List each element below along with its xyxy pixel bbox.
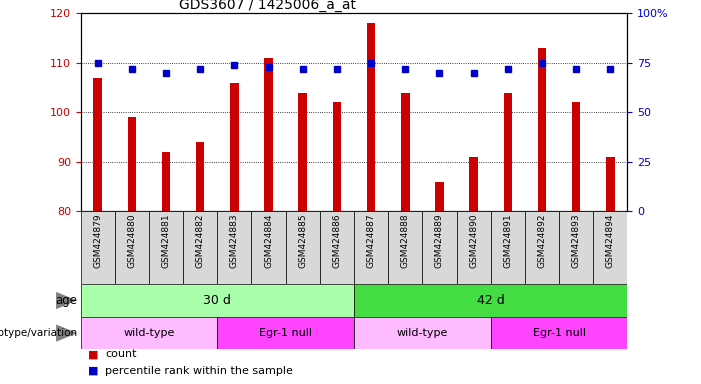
Bar <box>538 48 546 211</box>
Bar <box>217 317 354 349</box>
Text: GDS3607 / 1425006_a_at: GDS3607 / 1425006_a_at <box>179 0 356 12</box>
Bar <box>183 211 217 284</box>
Bar <box>401 93 409 211</box>
Bar <box>299 93 307 211</box>
Bar <box>456 211 491 284</box>
Bar <box>162 152 170 211</box>
Text: GSM424883: GSM424883 <box>230 214 239 268</box>
Text: GSM424890: GSM424890 <box>469 214 478 268</box>
Bar <box>128 117 136 211</box>
Bar <box>388 211 422 284</box>
Text: GSM424886: GSM424886 <box>332 214 341 268</box>
Text: GSM424880: GSM424880 <box>128 214 137 268</box>
Bar <box>81 284 354 317</box>
Bar <box>606 157 615 211</box>
Bar <box>217 211 252 284</box>
Polygon shape <box>56 292 77 309</box>
Text: age: age <box>55 294 77 307</box>
Text: count: count <box>105 349 137 359</box>
Text: GSM424887: GSM424887 <box>367 214 376 268</box>
Bar <box>230 83 238 211</box>
Bar <box>320 211 354 284</box>
Text: 42 d: 42 d <box>477 294 505 307</box>
Text: Egr-1 null: Egr-1 null <box>259 328 312 338</box>
Text: genotype/variation: genotype/variation <box>0 328 77 338</box>
Text: wild-type: wild-type <box>397 328 448 338</box>
Text: GSM424894: GSM424894 <box>606 214 615 268</box>
Text: GSM424881: GSM424881 <box>161 214 170 268</box>
Polygon shape <box>56 324 77 342</box>
Bar <box>81 317 217 349</box>
Bar <box>470 157 478 211</box>
Bar <box>333 103 341 211</box>
Text: GSM424891: GSM424891 <box>503 214 512 268</box>
Bar <box>115 211 149 284</box>
Text: 30 d: 30 d <box>203 294 231 307</box>
Bar <box>354 211 388 284</box>
Bar <box>559 211 593 284</box>
Text: ■: ■ <box>88 366 98 376</box>
Text: GSM424888: GSM424888 <box>401 214 410 268</box>
Bar <box>491 317 627 349</box>
Bar <box>354 284 627 317</box>
Bar <box>593 211 627 284</box>
Text: percentile rank within the sample: percentile rank within the sample <box>105 366 293 376</box>
Bar <box>81 211 115 284</box>
Text: GSM424892: GSM424892 <box>538 214 547 268</box>
Bar <box>93 78 102 211</box>
Bar <box>264 58 273 211</box>
Bar <box>196 142 205 211</box>
Bar <box>286 211 320 284</box>
Text: Egr-1 null: Egr-1 null <box>533 328 585 338</box>
Text: GSM424884: GSM424884 <box>264 214 273 268</box>
Bar <box>422 211 456 284</box>
Text: GSM424885: GSM424885 <box>298 214 307 268</box>
Bar <box>367 23 375 211</box>
Bar <box>435 182 444 211</box>
Text: GSM424882: GSM424882 <box>196 214 205 268</box>
Bar <box>252 211 286 284</box>
Bar <box>572 103 580 211</box>
Bar <box>491 211 525 284</box>
Bar <box>525 211 559 284</box>
Text: wild-type: wild-type <box>123 328 175 338</box>
Text: ■: ■ <box>88 349 98 359</box>
Bar <box>354 317 491 349</box>
Bar <box>503 93 512 211</box>
Bar <box>149 211 183 284</box>
Text: GSM424893: GSM424893 <box>571 214 580 268</box>
Text: GSM424879: GSM424879 <box>93 214 102 268</box>
Text: GSM424889: GSM424889 <box>435 214 444 268</box>
